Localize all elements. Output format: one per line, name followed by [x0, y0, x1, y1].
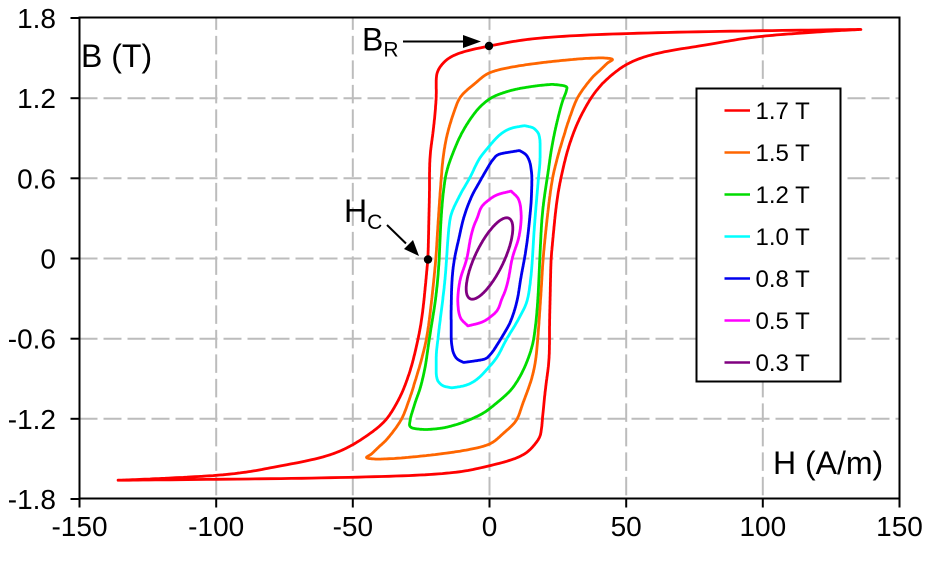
svg-text:1.2 T: 1.2 T: [756, 182, 811, 209]
svg-text:100: 100: [739, 511, 786, 542]
svg-text:-0.6: -0.6: [8, 324, 56, 355]
svg-text:H (A/m): H (A/m): [773, 445, 883, 481]
svg-text:1.7 T: 1.7 T: [756, 98, 811, 125]
svg-text:0: 0: [482, 511, 498, 542]
svg-text:50: 50: [611, 511, 642, 542]
svg-text:0.8 T: 0.8 T: [756, 266, 811, 293]
svg-text:1.5 T: 1.5 T: [756, 140, 811, 167]
svg-text:1.8: 1.8: [17, 3, 56, 34]
svg-text:B (T): B (T): [81, 38, 152, 74]
svg-text:0.5 T: 0.5 T: [756, 308, 811, 335]
svg-text:150: 150: [876, 511, 923, 542]
svg-text:0.3 T: 0.3 T: [756, 350, 811, 377]
svg-text:-1.2: -1.2: [8, 404, 56, 435]
svg-text:-1.8: -1.8: [8, 484, 56, 515]
svg-text:1.2: 1.2: [17, 83, 56, 114]
svg-text:0: 0: [40, 244, 56, 275]
svg-text:1.0 T: 1.0 T: [756, 224, 811, 251]
svg-text:-150: -150: [51, 511, 107, 542]
svg-text:-50: -50: [333, 511, 373, 542]
svg-text:-100: -100: [188, 511, 244, 542]
svg-text:0.6: 0.6: [17, 163, 56, 194]
